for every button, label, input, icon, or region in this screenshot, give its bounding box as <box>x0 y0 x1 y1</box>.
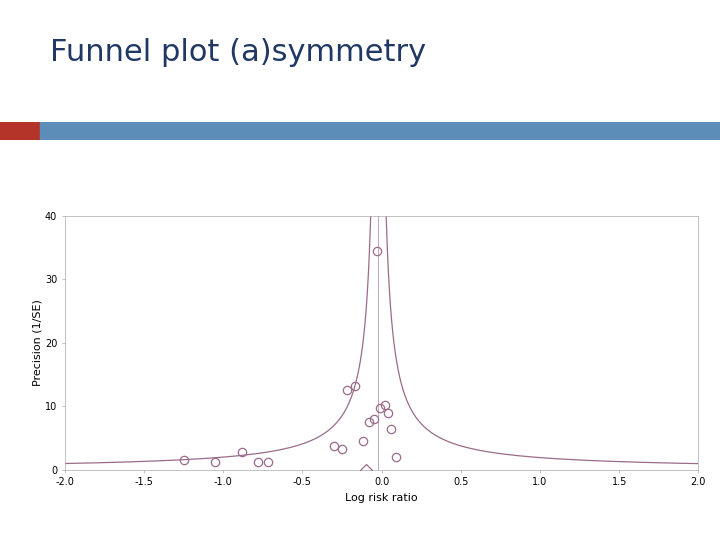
X-axis label: Log risk ratio: Log risk ratio <box>346 493 418 503</box>
Bar <box>0 122 40 140</box>
Text: Funnel plot (a)symmetry: Funnel plot (a)symmetry <box>50 38 426 67</box>
Y-axis label: Precision (1/SE): Precision (1/SE) <box>32 300 42 386</box>
